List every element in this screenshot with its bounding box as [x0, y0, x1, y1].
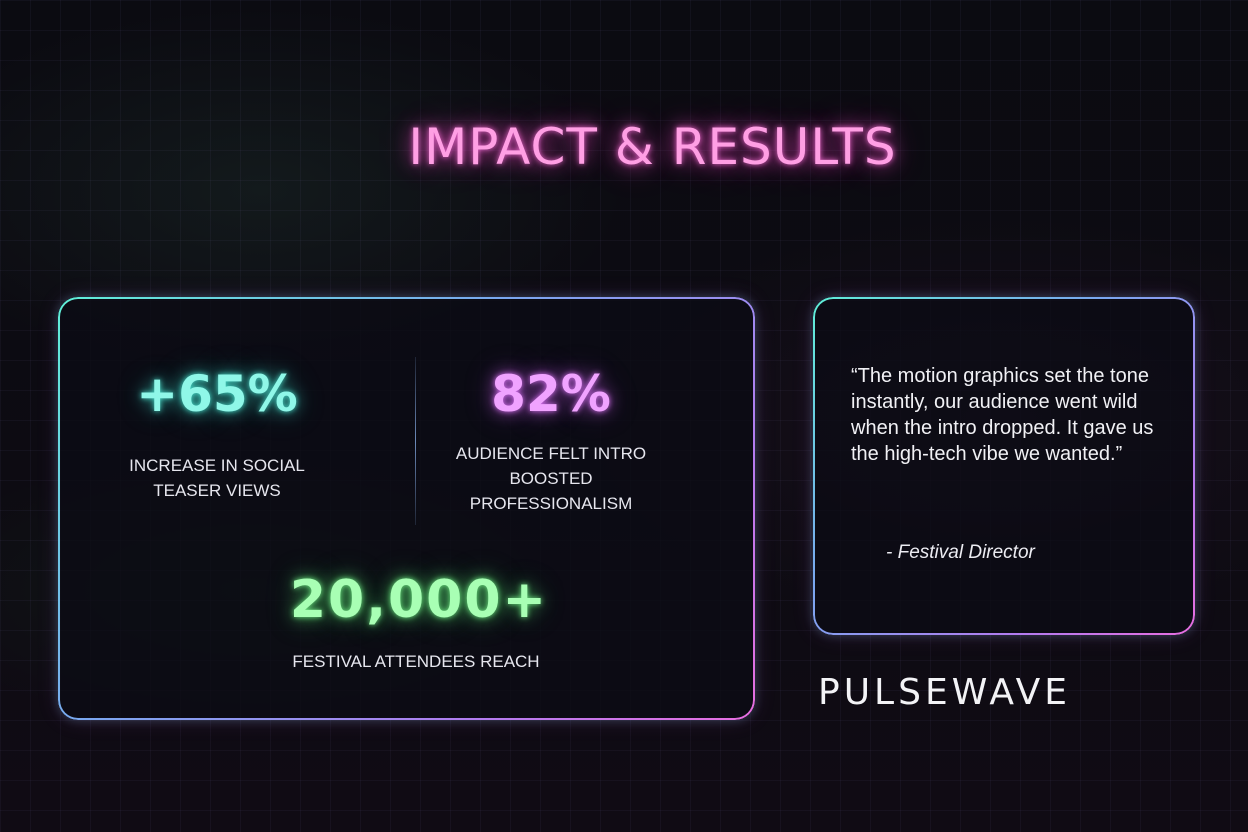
testimonial-quote: “The motion graphics set the tone instan… — [851, 365, 1154, 465]
testimonial-card: “The motion graphics set the tone instan… — [813, 297, 1195, 635]
testimonial-author: - Festival Director — [886, 542, 1035, 563]
stats-card: +65% INCREASE IN SOCIAL TEASER VIEWS 82%… — [58, 297, 755, 720]
stat-social-views-label: INCREASE IN SOCIAL TEASER VIEWS — [129, 456, 305, 500]
stat-attendees-label: FESTIVAL ATTENDEES REACH — [292, 652, 540, 671]
stat-professionalism-label: AUDIENCE FELT INTRO BOOSTED PROFESSIONAL… — [455, 444, 647, 513]
stat-social-views-value: +65% — [136, 365, 298, 423]
stat-professionalism-value: 82% — [491, 365, 611, 423]
brand-logo-text: PULSEWAVE — [818, 672, 1072, 713]
page-title: IMPACT & RESULTS — [408, 118, 897, 176]
stats-divider — [415, 357, 416, 525]
stat-attendees-value: 20,000+ — [289, 570, 549, 630]
